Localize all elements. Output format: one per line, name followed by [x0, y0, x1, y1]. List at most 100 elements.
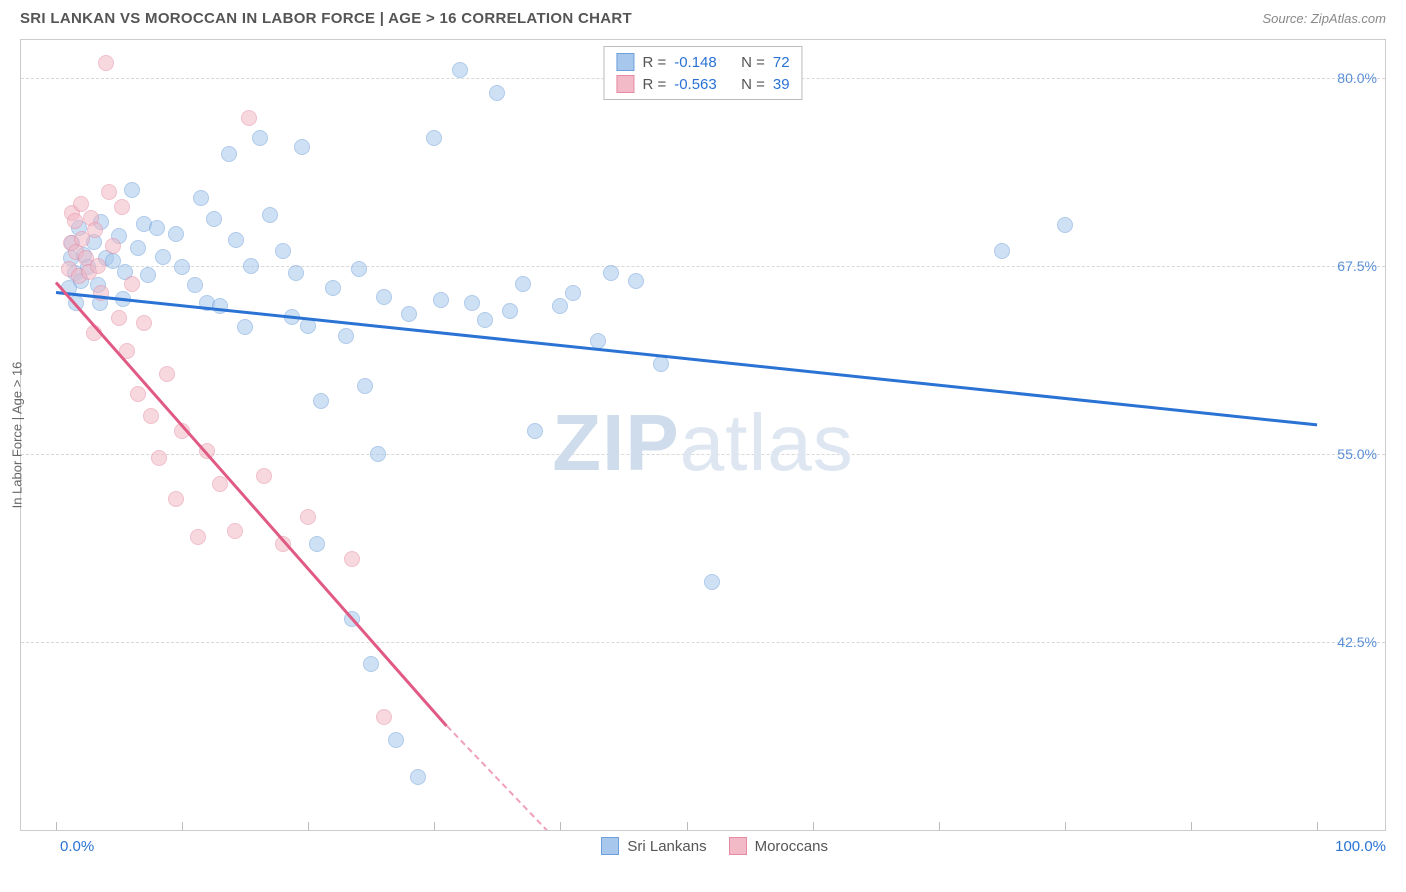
R-value-b: -0.563 — [674, 76, 717, 93]
data-point-b — [300, 509, 316, 525]
x-max-label: 100.0% — [1335, 838, 1386, 855]
trendline-b-ext — [446, 725, 548, 830]
data-point-a — [206, 211, 222, 227]
data-point-a — [464, 295, 480, 311]
watermark: ZIPatlas — [552, 397, 853, 489]
data-point-a — [228, 232, 244, 248]
data-point-a — [124, 182, 140, 198]
data-point-b — [98, 55, 114, 71]
x-tick — [560, 822, 561, 830]
data-point-a — [552, 298, 568, 314]
y-tick-label: 80.0% — [1337, 70, 1377, 86]
x-min-label: 0.0% — [60, 838, 94, 855]
data-point-a — [212, 298, 228, 314]
data-point-b — [130, 386, 146, 402]
chart-container: In Labor Force | Age > 16 ZIPatlas R = -… — [20, 39, 1386, 831]
R-label: R = — [642, 76, 666, 93]
data-point-a — [187, 277, 203, 293]
data-point-a — [155, 249, 171, 265]
data-point-a — [357, 378, 373, 394]
x-tick — [939, 822, 940, 830]
data-point-a — [502, 303, 518, 319]
data-point-b — [111, 310, 127, 326]
swatch-a-icon — [616, 53, 634, 71]
x-tick — [182, 822, 183, 830]
data-point-a — [527, 423, 543, 439]
gridline-h — [21, 642, 1385, 643]
plot-area: ZIPatlas R = -0.148 N = 72 R = -0.563 N … — [21, 40, 1385, 830]
chart-source: Source: ZipAtlas.com — [1262, 11, 1386, 26]
x-tick — [813, 822, 814, 830]
x-tick — [1065, 822, 1066, 830]
data-point-a — [388, 732, 404, 748]
data-point-a — [452, 62, 468, 78]
x-tick — [687, 822, 688, 830]
legend-label-a: Sri Lankans — [627, 838, 706, 855]
chart-footer: 0.0% Sri Lankans Moroccans 100.0% — [0, 831, 1406, 855]
legend-item-a: Sri Lankans — [601, 837, 706, 855]
data-point-a — [288, 265, 304, 281]
data-point-a — [130, 240, 146, 256]
data-point-a — [221, 146, 237, 162]
trendline-b — [55, 281, 448, 727]
data-point-a — [252, 130, 268, 146]
trendline-a — [56, 291, 1317, 426]
data-point-a — [477, 312, 493, 328]
data-point-b — [67, 213, 83, 229]
data-point-a — [338, 328, 354, 344]
data-point-a — [515, 276, 531, 292]
source-label: Source: — [1262, 11, 1310, 26]
data-point-b — [151, 450, 167, 466]
watermark-bold: ZIP — [552, 398, 679, 487]
data-point-a — [1057, 217, 1073, 233]
data-point-a — [351, 261, 367, 277]
data-point-b — [114, 199, 130, 215]
data-point-a — [363, 656, 379, 672]
data-point-b — [168, 491, 184, 507]
data-point-a — [237, 319, 253, 335]
chart-title: SRI LANKAN VS MOROCCAN IN LABOR FORCE | … — [20, 10, 632, 27]
legend-series: Sri Lankans Moroccans — [601, 837, 828, 855]
source-name: ZipAtlas.com — [1311, 11, 1386, 26]
data-point-b — [136, 315, 152, 331]
legend-row-a: R = -0.148 N = 72 — [616, 51, 789, 73]
data-point-b — [256, 468, 272, 484]
data-point-a — [325, 280, 341, 296]
y-tick-label: 67.5% — [1337, 258, 1377, 274]
data-point-b — [190, 529, 206, 545]
data-point-a — [401, 306, 417, 322]
N-value-b: 39 — [773, 76, 790, 93]
data-point-b — [241, 110, 257, 126]
swatch-a-icon — [601, 837, 619, 855]
data-point-a — [193, 190, 209, 206]
data-point-a — [376, 289, 392, 305]
data-point-a — [433, 292, 449, 308]
data-point-a — [313, 393, 329, 409]
data-point-a — [628, 273, 644, 289]
x-tick — [308, 822, 309, 830]
gridline-h — [21, 266, 1385, 267]
data-point-a — [294, 139, 310, 155]
legend-correlation: R = -0.148 N = 72 R = -0.563 N = 39 — [603, 46, 802, 100]
data-point-b — [227, 523, 243, 539]
x-tick — [1191, 822, 1192, 830]
data-point-a — [168, 226, 184, 242]
data-point-a — [426, 130, 442, 146]
y-tick-label: 55.0% — [1337, 446, 1377, 462]
data-point-a — [565, 285, 581, 301]
R-label: R = — [642, 54, 666, 71]
data-point-a — [603, 265, 619, 281]
data-point-a — [309, 536, 325, 552]
data-point-b — [90, 258, 106, 274]
data-point-a — [174, 259, 190, 275]
data-point-a — [410, 769, 426, 785]
legend-label-b: Moroccans — [755, 838, 828, 855]
data-point-b — [376, 709, 392, 725]
N-label: N = — [741, 54, 765, 71]
data-point-a — [140, 267, 156, 283]
N-value-a: 72 — [773, 54, 790, 71]
data-point-a — [149, 220, 165, 236]
data-point-b — [87, 222, 103, 238]
R-value-a: -0.148 — [674, 54, 717, 71]
swatch-b-icon — [729, 837, 747, 855]
